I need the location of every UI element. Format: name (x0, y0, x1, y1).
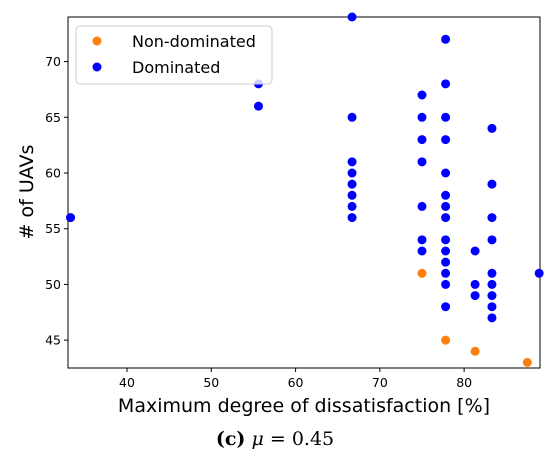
point-dominated (487, 179, 497, 189)
legend-label-dominated: Dominated (132, 58, 220, 77)
point-dominated (441, 168, 451, 178)
point-non-dominated (470, 346, 480, 356)
point-dominated (470, 291, 480, 301)
point-dominated (347, 112, 357, 122)
point-dominated (441, 257, 451, 267)
figure-caption: (c) μ = 0.45 (0, 428, 550, 450)
point-dominated (441, 246, 451, 256)
x-tick-label: 50 (203, 375, 219, 390)
point-dominated (487, 123, 497, 133)
point-dominated (417, 235, 427, 245)
point-dominated (253, 101, 263, 111)
y-axis: 45 50 55 60 65 70 (45, 54, 68, 348)
point-dominated (347, 168, 357, 178)
legend-label-non-dominated: Non-dominated (132, 32, 256, 51)
point-dominated (417, 135, 427, 145)
point-dominated (441, 135, 451, 145)
point-dominated (470, 246, 480, 256)
x-tick-label: 60 (288, 375, 304, 390)
point-dominated (487, 302, 497, 312)
point-dominated (487, 291, 497, 301)
point-dominated (441, 268, 451, 278)
point-dominated (441, 190, 451, 200)
y-tick-label: 50 (45, 277, 61, 292)
y-tick-label: 55 (45, 221, 61, 236)
point-dominated (417, 112, 427, 122)
point-dominated (347, 157, 357, 167)
y-tick-label: 65 (45, 110, 61, 125)
y-tick-label: 45 (45, 333, 61, 348)
point-dominated (417, 246, 427, 256)
point-dominated (487, 313, 497, 323)
y-tick-label: 60 (45, 166, 61, 181)
x-axis: 40 50 60 70 80 (119, 368, 472, 390)
legend-marker-dominated (92, 62, 102, 72)
point-non-dominated (441, 335, 451, 345)
point-dominated (441, 279, 451, 289)
point-dominated (441, 302, 451, 312)
x-tick-label: 70 (372, 375, 388, 390)
x-axis-label: Maximum degree of dissatisfaction [%] (118, 395, 490, 417)
point-dominated (487, 235, 497, 245)
point-dominated (487, 268, 497, 278)
point-dominated (347, 213, 357, 223)
point-dominated (441, 34, 451, 44)
legend-marker-non-dominated (92, 36, 102, 46)
point-dominated (487, 213, 497, 223)
point-dominated (487, 279, 497, 289)
point-dominated (66, 213, 76, 223)
point-dominated (347, 179, 357, 189)
point-dominated (441, 201, 451, 211)
point-dominated (441, 79, 451, 89)
point-dominated (417, 90, 427, 100)
caption-label: (c) (215, 428, 246, 450)
point-dominated (417, 157, 427, 167)
point-dominated (441, 235, 451, 245)
caption-equals: = (269, 428, 286, 450)
caption-value: 0.45 (291, 428, 335, 450)
data-points (66, 12, 544, 367)
point-non-dominated (522, 357, 532, 367)
legend-box (75, 25, 273, 85)
point-dominated (347, 201, 357, 211)
x-tick-label: 80 (456, 375, 472, 390)
point-dominated (441, 213, 451, 223)
y-axis-label: # of UAVs (16, 145, 38, 240)
legend: Non-dominated Dominated (75, 25, 273, 85)
point-dominated (470, 279, 480, 289)
point-dominated (441, 112, 451, 122)
caption-symbol: μ (251, 428, 264, 450)
point-dominated (534, 268, 544, 278)
point-dominated (347, 190, 357, 200)
point-dominated (417, 201, 427, 211)
x-tick-label: 40 (119, 375, 135, 390)
point-non-dominated (417, 268, 427, 278)
y-tick-label: 70 (45, 54, 61, 69)
point-dominated (347, 12, 357, 22)
